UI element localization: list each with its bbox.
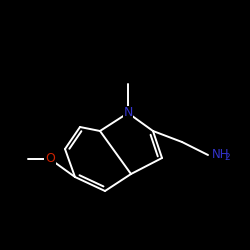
Text: 2: 2 (224, 153, 230, 162)
Text: N: N (123, 106, 133, 120)
Text: NH: NH (212, 148, 230, 162)
Text: O: O (45, 152, 55, 166)
